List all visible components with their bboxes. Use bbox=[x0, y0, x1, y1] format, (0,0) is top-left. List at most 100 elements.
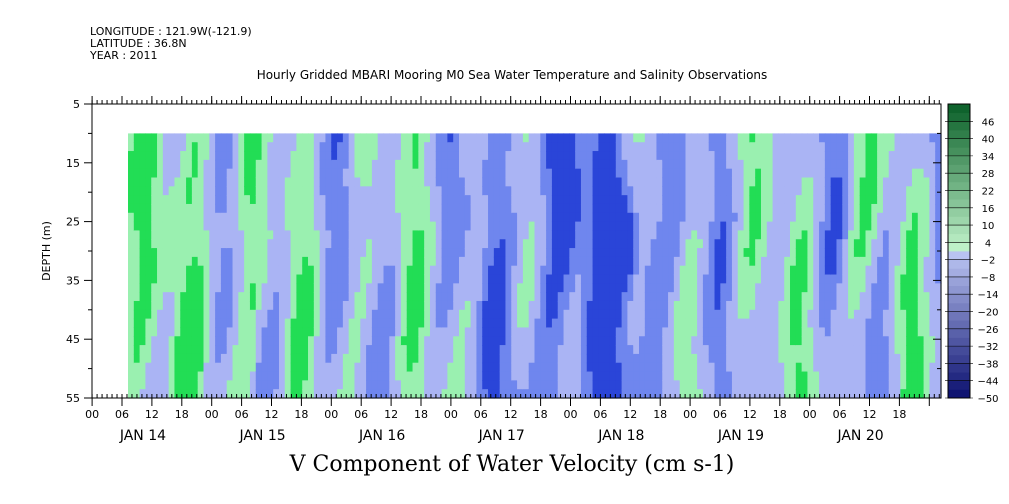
heatmap-cell bbox=[128, 195, 135, 205]
heatmap-cell bbox=[819, 309, 826, 320]
heatmap-cell bbox=[331, 151, 338, 161]
heatmap-cell bbox=[273, 300, 280, 311]
year-label: YEAR : 2011 bbox=[90, 49, 158, 62]
heatmap-cell bbox=[755, 336, 762, 346]
heatmap-cell bbox=[807, 195, 814, 205]
heatmap-cell bbox=[157, 230, 164, 240]
heatmap-cell bbox=[708, 327, 716, 337]
heatmap-cell bbox=[464, 230, 472, 240]
heatmap-cell bbox=[313, 265, 321, 276]
heatmap-cell bbox=[174, 380, 181, 390]
heatmap-cell bbox=[563, 195, 570, 205]
heatmap-cell bbox=[517, 283, 524, 293]
heatmap-cell bbox=[749, 265, 756, 276]
heatmap-cell bbox=[482, 142, 489, 152]
heatmap-cell bbox=[488, 195, 495, 205]
heatmap-cell bbox=[174, 203, 181, 214]
heatmap-cell bbox=[639, 221, 646, 232]
heatmap-cell bbox=[615, 159, 623, 170]
heatmap-cell bbox=[760, 177, 768, 187]
heatmap-cell bbox=[731, 177, 739, 187]
heatmap-cell bbox=[389, 168, 396, 179]
heatmap-cell bbox=[261, 221, 268, 232]
heatmap-cell bbox=[296, 353, 303, 364]
heatmap-cell bbox=[569, 186, 576, 196]
heatmap-cell bbox=[575, 274, 582, 284]
heatmap-cell bbox=[894, 345, 901, 355]
heatmap-cell bbox=[819, 327, 826, 337]
heatmap-cell bbox=[337, 318, 344, 329]
heatmap-cell bbox=[482, 327, 489, 337]
heatmap-cell bbox=[435, 353, 443, 364]
heatmap-cell bbox=[366, 177, 373, 187]
heatmap-cell bbox=[604, 327, 611, 337]
heatmap-cell bbox=[482, 230, 489, 240]
heatmap-cell bbox=[935, 239, 942, 249]
heatmap-cell bbox=[859, 177, 867, 187]
heatmap-cell bbox=[168, 274, 176, 284]
heatmap-cell bbox=[575, 133, 582, 143]
heatmap-cell bbox=[888, 371, 896, 381]
heatmap-cell bbox=[354, 212, 361, 223]
heatmap-cell bbox=[302, 362, 309, 373]
heatmap-cell bbox=[284, 248, 292, 258]
heatmap-cell bbox=[871, 309, 878, 320]
heatmap-cell bbox=[249, 151, 257, 161]
heatmap-cell bbox=[406, 327, 414, 337]
heatmap-cell bbox=[371, 292, 379, 302]
heatmap-cell bbox=[685, 274, 692, 284]
heatmap-cell bbox=[337, 248, 344, 258]
heatmap-cell bbox=[476, 168, 483, 179]
heatmap-cell bbox=[342, 230, 350, 240]
heatmap-cell bbox=[133, 362, 141, 373]
heatmap-cell bbox=[517, 248, 524, 258]
heatmap-cell bbox=[726, 221, 733, 232]
heatmap-cell bbox=[366, 133, 373, 143]
heatmap-cell bbox=[186, 168, 193, 179]
heatmap-cell bbox=[174, 221, 181, 232]
heatmap-cell bbox=[296, 159, 303, 170]
heatmap-cell bbox=[546, 230, 553, 240]
heatmap-cell bbox=[888, 283, 896, 293]
heatmap-cell bbox=[662, 389, 669, 399]
heatmap-cell bbox=[325, 177, 332, 187]
heatmap-cell bbox=[139, 283, 147, 293]
heatmap-cell bbox=[232, 345, 239, 355]
heatmap-cell bbox=[609, 389, 617, 399]
heatmap-cell bbox=[697, 318, 704, 329]
heatmap-cell bbox=[784, 327, 791, 337]
heatmap-cell bbox=[929, 327, 936, 337]
heatmap-cell bbox=[470, 142, 478, 152]
heatmap-cell bbox=[191, 203, 199, 214]
heatmap-cell bbox=[296, 230, 303, 240]
heatmap-cell bbox=[499, 177, 507, 187]
heatmap-cell bbox=[714, 133, 721, 143]
heatmap-cell bbox=[360, 248, 367, 258]
heatmap-cell bbox=[708, 389, 716, 399]
heatmap-cell bbox=[877, 318, 884, 329]
heatmap-cell bbox=[609, 300, 617, 311]
heatmap-cell bbox=[760, 203, 768, 214]
heatmap-cell bbox=[476, 195, 483, 205]
heatmap-cell bbox=[813, 159, 820, 170]
heatmap-cell bbox=[389, 345, 396, 355]
heatmap-cell bbox=[406, 353, 414, 364]
heatmap-cell bbox=[911, 362, 919, 373]
heatmap-cell bbox=[511, 159, 518, 170]
heatmap-cell bbox=[656, 248, 663, 258]
heatmap-cell bbox=[871, 274, 878, 284]
heatmap-cell bbox=[395, 362, 402, 373]
heatmap-cell bbox=[238, 389, 245, 399]
heatmap-cell bbox=[331, 221, 338, 232]
heatmap-cell bbox=[418, 327, 425, 337]
heatmap-cell bbox=[273, 239, 280, 249]
heatmap-cell bbox=[319, 318, 327, 329]
heatmap-cell bbox=[755, 292, 762, 302]
heatmap-cell bbox=[790, 274, 797, 284]
heatmap-cell bbox=[859, 230, 867, 240]
heatmap-cell bbox=[731, 362, 739, 373]
heatmap-cell bbox=[429, 336, 437, 346]
heatmap-cell bbox=[128, 177, 135, 187]
heatmap-cell bbox=[261, 168, 268, 179]
heatmap-cell bbox=[575, 327, 582, 337]
